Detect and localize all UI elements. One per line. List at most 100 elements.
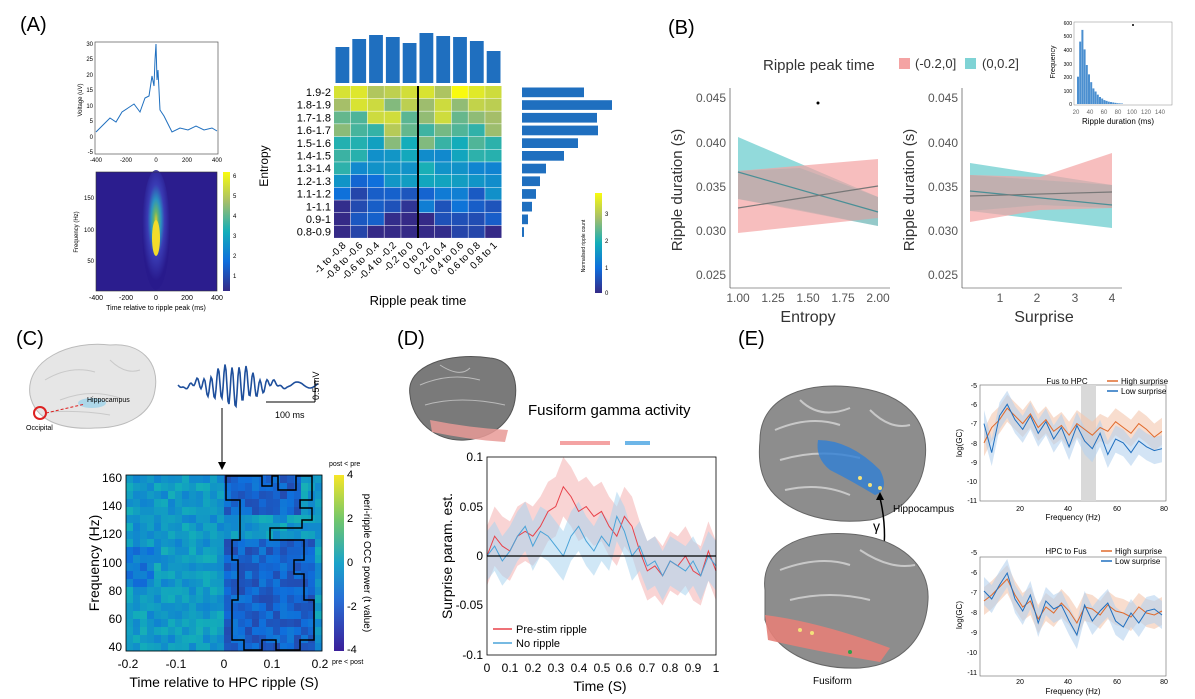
c-heatmap-cell: [175, 475, 183, 484]
c-heatmap-cell: [245, 595, 253, 604]
c-heatmap-cell: [308, 603, 316, 612]
c-heatmap-cell: [175, 595, 183, 604]
c-heatmap-cell: [133, 595, 141, 604]
c-heatmap-cell: [308, 627, 316, 636]
heatmap-cbar-label: Normalised ripple count: [581, 219, 587, 272]
c-heatmap-cell: [315, 627, 323, 636]
heatmap-cell: [485, 98, 502, 111]
svg-text:-200: -200: [120, 158, 133, 164]
c-heatmap-cell: [140, 507, 148, 516]
svg-text:-11: -11: [967, 670, 977, 677]
top-bar: [453, 37, 467, 83]
c-heatmap-cell: [287, 491, 295, 500]
c-heatmap-cell: [196, 579, 204, 588]
heatmap-cell: [434, 174, 452, 188]
c-heatmap-cell: [287, 595, 295, 604]
c-heatmap-cell: [182, 483, 190, 492]
c-heatmap-cell: [210, 555, 218, 564]
c-heatmap-cell: [266, 571, 274, 580]
c-heatmap: post < pre pre < post peri-ripple OCC po…: [86, 461, 372, 690]
c-heatmap-cell: [161, 507, 169, 516]
c-heatmap-cell: [140, 547, 148, 556]
heatmap-cell: [418, 213, 435, 226]
c-heatmap-cell: [189, 555, 197, 564]
c-heatmap-cell: [294, 475, 302, 484]
c-heatmap-cell: [182, 595, 190, 604]
c-heatmap-cell: [315, 547, 323, 556]
c-heatmap-cell: [231, 539, 239, 548]
c-heatmap-cell: [294, 619, 302, 628]
c-heatmap-cell: [245, 539, 253, 548]
c-heatmap-cell: [266, 611, 274, 620]
c-heatmap-cell: [140, 539, 148, 548]
panel-b-label: (B): [668, 17, 695, 39]
svg-text:-8: -8: [971, 610, 977, 617]
c-heatmap-cell: [294, 539, 302, 548]
c-heatmap-cell: [147, 587, 155, 596]
heatmap-cell: [401, 187, 418, 200]
c-heatmap-cell: [196, 531, 204, 540]
c-heatmap-cell: [133, 539, 141, 548]
c-heatmap-cell: [238, 603, 246, 612]
c-heatmap-cell: [224, 595, 232, 604]
scale-voltage: 0.5 mV: [311, 371, 321, 400]
c-heatmap-cell: [273, 595, 281, 604]
c-heatmap-cell: [280, 547, 288, 556]
spectrogram-ylabel: Frequency (Hz): [74, 211, 80, 252]
heatmap-cell: [401, 213, 418, 226]
svg-text:0.4: 0.4: [571, 661, 588, 675]
brain-illustration-e-bottom: [764, 532, 929, 669]
histogram-bar: [1085, 65, 1088, 104]
svg-text:-200: -200: [119, 295, 133, 302]
c-heatmap-cell: [154, 547, 162, 556]
heatmap-row-label: 1-1.1: [306, 201, 331, 213]
svg-text:0.035: 0.035: [928, 180, 958, 194]
heatmap-cell: [350, 200, 368, 213]
c-heatmap-cell: [154, 507, 162, 516]
heatmap-row-label: 0.9-1: [306, 214, 331, 226]
b-right-ylabel: Ripple duration (s): [901, 129, 918, 252]
heatmap-cell: [468, 136, 485, 149]
c-heatmap-cell: [266, 619, 274, 628]
c-heatmap-cell: [273, 531, 281, 540]
heatmap-cell: [401, 124, 418, 137]
heatmap-cell: [485, 149, 502, 162]
heatmap-cell: [451, 98, 468, 111]
c-heatmap-cell: [224, 643, 232, 652]
heatmap-cell: [468, 111, 485, 124]
c-heatmap-cell: [161, 515, 169, 524]
heatmap-cell: [334, 200, 351, 213]
c-heatmap-cell: [301, 475, 309, 484]
c-heatmap-cell: [217, 643, 225, 652]
c-heatmap-cell: [266, 539, 274, 548]
c-heatmap-cell: [161, 603, 169, 612]
heatmap-cell: [384, 187, 401, 200]
c-heatmap-cell: [245, 475, 253, 484]
c-heatmap-cell: [231, 563, 239, 572]
c-heatmap-cell: [259, 507, 267, 516]
heatmap-cell: [434, 136, 452, 149]
c-heatmap-cell: [245, 627, 253, 636]
histogram-bar: [1077, 76, 1079, 104]
c-heatmap-cell: [273, 515, 281, 524]
c-heatmap-cell: [266, 547, 274, 556]
c-heatmap-cell: [168, 579, 176, 588]
spectrogram-cbar-ticks: 6 5 4 3 2 1: [233, 174, 237, 280]
c-heatmap-cell: [294, 523, 302, 532]
c-heatmap-cell: [231, 507, 239, 516]
c-heatmap-cell: [301, 563, 309, 572]
heatmap-cell: [451, 136, 468, 149]
svg-text:-0.1: -0.1: [462, 648, 483, 662]
c-heatmap-cell: [126, 555, 134, 564]
c-heatmap-cell: [266, 635, 274, 644]
c-heatmap-cell: [308, 643, 316, 652]
c-heatmap-cell: [217, 499, 225, 508]
gamma-label: γ: [873, 518, 880, 534]
c-heatmap-cell: [287, 563, 295, 572]
svg-text:-2: -2: [347, 601, 357, 613]
c-heatmap-cell: [273, 475, 281, 484]
heatmap-row-label: 1.8-1.9: [297, 100, 331, 112]
c-heatmap-cell: [238, 499, 246, 508]
d-xticks: 0 0.1 0.2 0.3 0.4 0.5 0.6 0.7 0.8 0.9 1: [484, 661, 720, 675]
